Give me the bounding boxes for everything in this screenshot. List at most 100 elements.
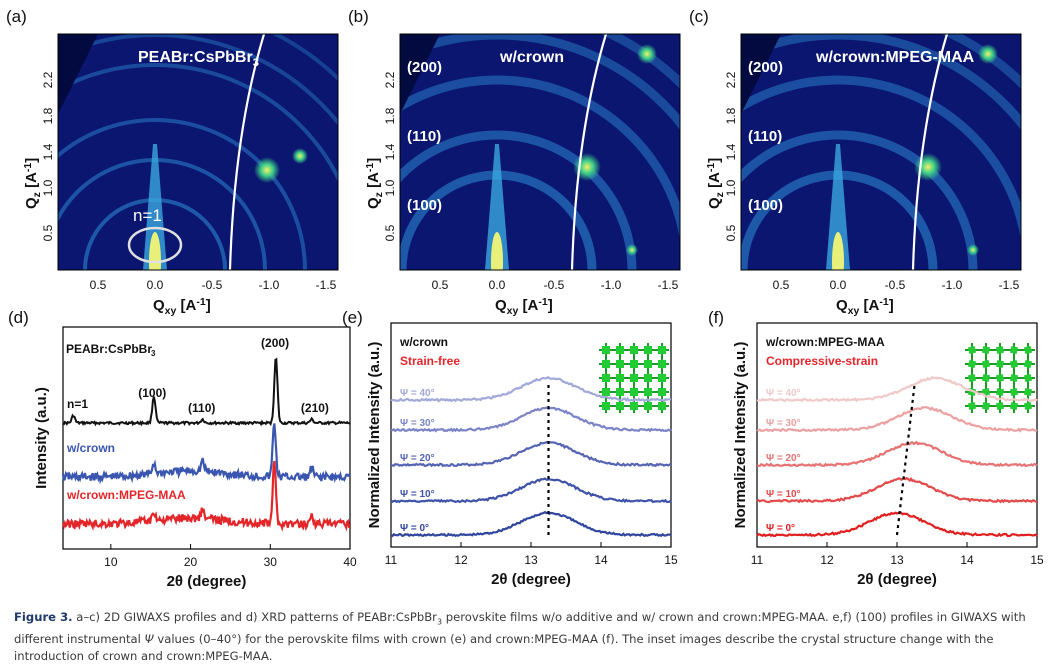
specular-hotspot: [149, 232, 161, 270]
lattice-node: [630, 374, 638, 382]
lattice-node: [644, 374, 652, 382]
y-tick-label: 1.8: [724, 107, 738, 124]
x-tick-label: 12: [820, 553, 834, 567]
specular-streak: [143, 144, 167, 270]
lattice-node: [981, 401, 991, 411]
map-frame: [57, 33, 339, 271]
x-tick-label: -0.5: [885, 278, 906, 292]
lattice-node: [995, 345, 1005, 355]
caption-text-3: values (0–40°) for the perovskite films …: [14, 631, 994, 664]
caption-psi-symbol: Ψ: [144, 631, 154, 646]
lattice-node: [616, 346, 624, 354]
lattice-node: [602, 374, 610, 382]
panel-label: (a): [6, 7, 27, 26]
x-tick-label: 0.5: [432, 278, 449, 292]
diffraction-spot: [637, 44, 657, 64]
diffraction-spot: [978, 44, 998, 64]
giwaxs-map-c: (c) w/crown:MPEG-MAA (200) (110) (100) 0.5 0.0…: [689, 7, 1049, 317]
panel-label: (b): [348, 7, 369, 26]
x-tick-label: 12: [454, 553, 468, 567]
giwaxs-maps: (a) PEABr:CsPbBr3 n=1 0.5 0.0 -0.5 -1.0 -1.5 0.…: [6, 7, 1049, 317]
lattice-node: [630, 346, 638, 354]
x-tick-label: 13: [890, 553, 904, 567]
lattice-node: [1023, 387, 1033, 397]
psi-label: Ψ = 10°: [766, 489, 801, 500]
annotation-label: n=1: [133, 206, 162, 225]
xrd-series-line: [61, 423, 351, 485]
peak-label: (210): [301, 401, 329, 415]
profile-line: [390, 406, 672, 433]
map-title: w/crown:MPEG-MAA: [815, 49, 975, 66]
profile-line: [756, 405, 1038, 433]
profile-line: [756, 440, 1038, 468]
diffraction-spot: [1037, 244, 1049, 256]
x-tick-label: -0.5: [544, 278, 565, 292]
peak-label: (100): [748, 197, 783, 214]
xrd-series-line: [61, 460, 351, 532]
profile-line: [756, 511, 1038, 538]
y-axis-label: Normalized Intensity (a.u.): [732, 342, 749, 529]
lattice-node: [995, 401, 1005, 411]
giwaxs-map-b: (b) w/crown (200) (110) (100) 0.5 0.0 -0.5 -1.0 -…: [348, 7, 708, 317]
profile-line: [390, 510, 672, 538]
lattice-node: [981, 345, 991, 355]
lattice-node: [967, 345, 977, 355]
peak-label: (110): [748, 128, 782, 145]
y-tick-label: 1.8: [41, 107, 55, 124]
panel-label: (f): [708, 308, 724, 327]
map-frame: [399, 33, 681, 271]
x-tick-label: 0.5: [90, 278, 107, 292]
lattice-node: [1023, 373, 1033, 383]
y-axis-label: Intensity (a.u.): [33, 387, 50, 489]
x-axis-label: 2θ (degree): [857, 571, 937, 588]
debye-ring: [400, 75, 680, 240]
lattice-node: [616, 402, 624, 410]
lattice-node: [1009, 359, 1019, 369]
lattice-node: [644, 402, 652, 410]
diffraction-spot: [696, 244, 708, 256]
y-axis-label: Qz [A-1]: [364, 158, 385, 209]
x-tick-label: 40: [343, 555, 357, 569]
x-tick-label: 14: [960, 553, 974, 567]
psi-label: Ψ = 40°: [766, 388, 801, 399]
peak-label: (200): [748, 59, 783, 76]
psi-label: Ψ = 30°: [400, 418, 435, 429]
map-background: [400, 34, 680, 270]
lattice-node: [658, 402, 666, 410]
profile-line: [390, 477, 672, 504]
map-content: [58, 26, 371, 270]
x-axis-label: 2θ (degree): [491, 571, 571, 588]
lattice-node: [602, 346, 610, 354]
caption-figure-label: Figure 3.: [14, 610, 73, 624]
diffraction-spot: [339, 26, 371, 58]
debye-ring: [741, 130, 978, 270]
legend-blue: w/crown: [66, 441, 115, 455]
debye-ring: [58, 118, 307, 270]
psi-label: Ψ = 20°: [766, 453, 801, 464]
plot-frame: [62, 326, 351, 550]
lattice-node: [630, 402, 638, 410]
y-tick-label: 0.5: [41, 224, 55, 241]
annotation-ellipse: [127, 226, 183, 264]
map-background: [58, 34, 338, 270]
peak-label: (110): [188, 401, 215, 415]
debye-ring: [741, 75, 1021, 240]
x-tick-label: 14: [594, 553, 608, 567]
detector-gap-line: [911, 34, 949, 270]
strain-label: Compressive-strain: [766, 354, 878, 368]
lattice-node: [995, 373, 1005, 383]
x-tick-label: -0.5: [202, 278, 223, 292]
specular-streak: [826, 144, 850, 270]
map-frame: [740, 33, 1022, 271]
xrd-series-line: [62, 357, 351, 427]
lattice-node: [1009, 373, 1019, 383]
x-axis-label: Qxy [A-1]: [836, 296, 894, 317]
y-tick-label: 0.5: [383, 224, 397, 241]
y-tick-label: 0.5: [724, 224, 738, 241]
y-tick-label: 2.2: [41, 71, 55, 88]
lattice-node: [1023, 345, 1033, 355]
lattice-node: [658, 388, 666, 396]
psi-label: Ψ = 0°: [400, 523, 429, 534]
giwaxs-profile-panel-f: (f) 11 12 13 14 15 2θ (degree) Normalized Inten…: [708, 308, 1044, 588]
x-axis-label: 2θ (degree): [167, 573, 247, 590]
